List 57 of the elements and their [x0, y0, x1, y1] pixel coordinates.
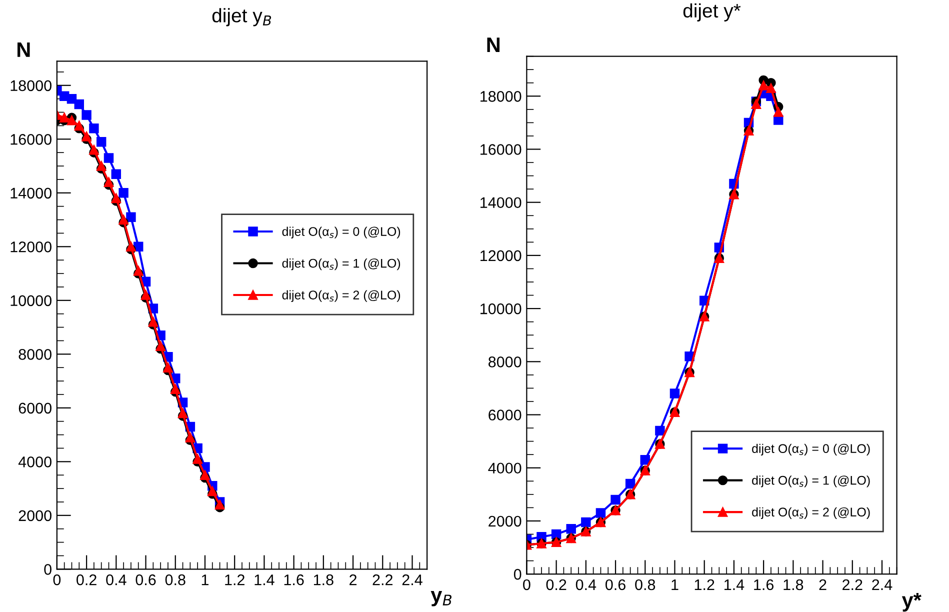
y-tick-label: 8000	[18, 349, 52, 360]
y-tick-label: 12000	[10, 242, 52, 252]
x-tick-label: 2.2	[372, 574, 392, 586]
x-tick-label: 1.8	[784, 579, 804, 590]
x-tick-label: 0.8	[635, 579, 656, 590]
y-tick-label: 18000	[10, 80, 52, 92]
x-axis-title: y$_{B}$	[430, 590, 452, 606]
y-tick-label: 16000	[10, 134, 52, 145]
chart-title: dijet y*	[683, 3, 741, 22]
y-tick-label: 2000	[18, 510, 52, 522]
y-tick-label: 14000	[480, 197, 522, 208]
y-tick-label: 4000	[488, 462, 522, 474]
x-tick-label: 2	[350, 574, 357, 586]
x-tick-label: 0.6	[136, 574, 156, 586]
x-tick-label: 1	[202, 574, 208, 586]
y-tick-label: 6000	[488, 410, 522, 420]
y-tick-label: 4000	[18, 456, 52, 468]
x-tick-label: 0	[53, 574, 61, 586]
x-tick-label: 1.2	[694, 579, 714, 590]
x-tick-label: 0.8	[165, 574, 186, 586]
x-tick-label: 0.4	[576, 579, 596, 590]
x-tick-label: 0.6	[606, 579, 626, 590]
x-tick-label: 1.8	[314, 574, 334, 586]
y-tick-label: 14000	[10, 188, 52, 199]
x-axis-title: y*	[902, 592, 922, 612]
x-tick-label: 0	[523, 579, 530, 590]
x-tick-label: 2	[819, 579, 826, 590]
chart-title: dijet y$_{B}$	[212, 8, 272, 26]
x-tick-label: 0.4	[106, 574, 126, 586]
x-tick-label: 1.6	[754, 579, 774, 590]
y-tick-label: 16000	[480, 144, 522, 155]
y-tick-label: 18000	[480, 91, 522, 102]
y-tick-label: 2000	[488, 516, 522, 527]
x-tick-label: 1	[672, 579, 678, 590]
y-tick-label: 10000	[480, 303, 522, 314]
legend-label: dijet O(α$_{s}$) = 1 (@LO)	[752, 476, 870, 488]
x-tick-label: 2.2	[842, 579, 862, 590]
x-tick-label: 1.4	[724, 579, 744, 590]
x-tick-label: 2.4	[872, 579, 892, 590]
x-tick-label: 2.4	[402, 574, 422, 586]
y-tick-label: 10000	[10, 295, 52, 306]
y-axis-title: N	[487, 38, 500, 52]
x-tick-label: 1.4	[254, 574, 274, 586]
y-tick-label: 6000	[18, 402, 52, 414]
legend-label: dijet O(α$_{s}$) = 0 (@LO)	[282, 226, 400, 238]
x-tick-label: 1.2	[225, 574, 244, 586]
x-tick-label: 0.2	[76, 574, 96, 586]
legend-label: dijet O(α$_{s}$) = 0 (@LO)	[752, 444, 870, 456]
y-tick-label: 0	[44, 564, 52, 575]
y-tick-label: 12000	[480, 250, 522, 262]
legend-label: dijet O(α$_{s}$) = 1 (@LO)	[282, 258, 400, 270]
y-axis-title: N	[18, 42, 30, 57]
legend-label: dijet O(α$_{s}$) = 2 (@LO)	[282, 290, 400, 302]
y-tick-label: 8000	[488, 356, 522, 368]
legend-label: dijet O(α$_{s}$) = 2 (@LO)	[752, 507, 870, 519]
x-tick-label: 1.6	[284, 574, 304, 586]
x-tick-label: 0.2	[546, 579, 566, 590]
